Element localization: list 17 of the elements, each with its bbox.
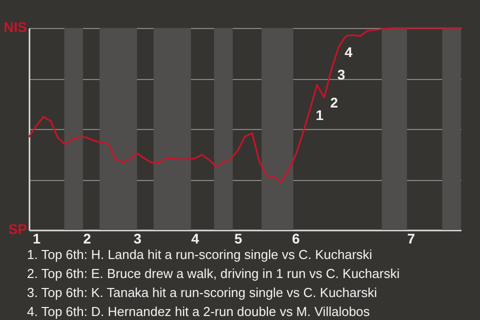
x-tick-label: 3 xyxy=(134,230,142,246)
text: NIS xyxy=(4,19,27,35)
text: 1. Top 6th: H. Landa hit a run-scoring single vs C. Kucharski xyxy=(27,247,372,262)
text: SP xyxy=(8,221,27,237)
annotation: 4 xyxy=(344,44,353,60)
text: 3. Top 6th: K. Tanaka hit a run-scoring single vs C. Kucharski xyxy=(27,285,378,300)
x-tick-label: 1 xyxy=(32,230,41,246)
x-tick-label: 6 xyxy=(292,230,300,246)
annotation: 3 xyxy=(337,66,346,82)
text: 4. Top 6th: D. Hernandez hit a 2-run double vs M. Villalobos xyxy=(27,304,370,319)
annotation: 1 xyxy=(316,107,324,124)
x-tick-label: 2 xyxy=(83,230,92,246)
x-tick-label: 7 xyxy=(407,230,416,246)
annotation: 2 xyxy=(330,94,338,110)
x-tick-label: 5 xyxy=(234,230,242,246)
text: 2. Top 6th: E. Bruce drew a walk, driving in 1 run vs C. Kucharski xyxy=(27,266,400,281)
x-tick-label: 4 xyxy=(191,230,200,246)
